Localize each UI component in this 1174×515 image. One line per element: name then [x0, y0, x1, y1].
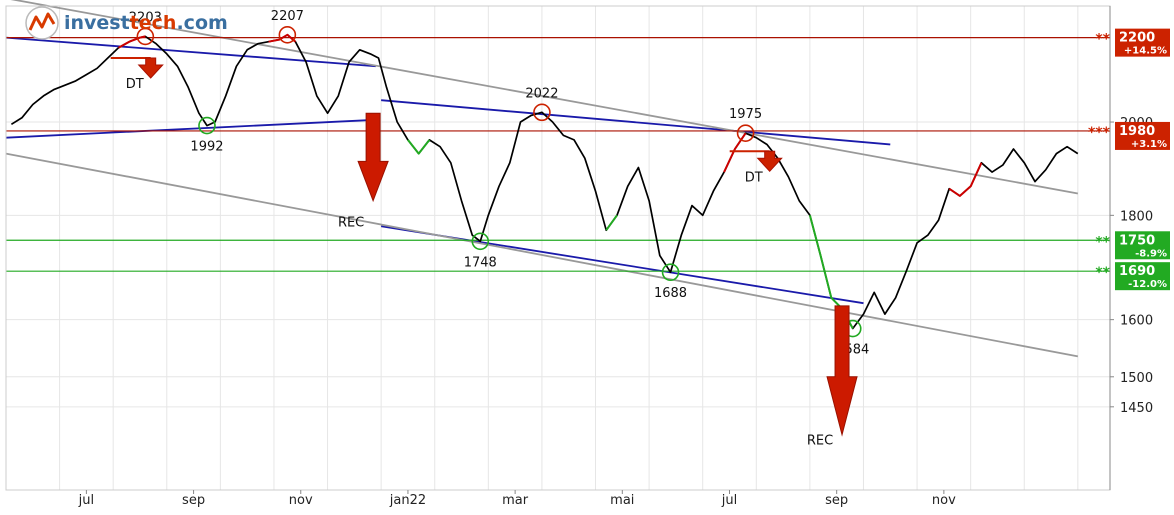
extreme-label-1748: 1748	[464, 255, 497, 270]
extreme-marker-1748	[471, 232, 490, 251]
price-line	[10, 33, 1079, 330]
dt-arrow-2	[756, 150, 783, 173]
trend-line-3	[381, 99, 891, 146]
extreme-marker-2207	[278, 26, 297, 44]
extreme-label-2203: 2203	[129, 10, 162, 25]
badge-value-1980: 1980	[1119, 124, 1155, 139]
dt-arrow-1	[137, 57, 164, 79]
plot-frame	[5, 5, 1111, 491]
badge-box-1750	[1115, 231, 1170, 260]
y-tick-label-1500: 1500	[1120, 371, 1153, 386]
badge-value-2200: 2200	[1119, 31, 1155, 46]
extreme-label-2207: 2207	[271, 9, 304, 24]
logo-icon	[25, 6, 59, 40]
badge-value-1750: 1750	[1119, 233, 1155, 248]
trend-line-1	[5, 36, 376, 68]
badge-change-1750: -8.9%	[1135, 248, 1167, 259]
extreme-label-2022: 2022	[525, 86, 558, 101]
badge-change-1980: +3.1%	[1131, 139, 1167, 150]
badge-stars-1690: **	[1095, 265, 1110, 281]
x-tick-label-sep: sep	[825, 493, 848, 508]
extreme-label-1975: 1975	[729, 107, 762, 122]
investtech-logo: investtech.com	[25, 6, 228, 40]
y-tick-label-1600: 1600	[1120, 314, 1153, 329]
x-tick-label-mai: mai	[610, 493, 634, 508]
trend-line-5	[10, 0, 1079, 195]
rec-arrow-4	[826, 305, 858, 437]
signal-segment-4	[605, 214, 618, 231]
badge-box-1690	[1115, 262, 1170, 291]
badge-change-2200: +14.5%	[1124, 46, 1167, 57]
horizontal-levels	[6, 37, 1110, 272]
extreme-label-1688: 1688	[654, 286, 687, 301]
badge-box-2200	[1115, 28, 1170, 57]
x-tick-label-jan22: jan22	[389, 493, 426, 508]
extreme-marker-2203	[136, 27, 155, 46]
rec-arrow-3	[357, 112, 389, 203]
price-series	[10, 33, 1079, 330]
rec-label-4: REC	[807, 434, 833, 449]
rec-label-3: REC	[338, 216, 364, 231]
badge-value-1690: 1690	[1119, 264, 1155, 279]
extreme-marker-2022	[533, 103, 551, 122]
badge-stars-2200: **	[1095, 32, 1110, 48]
signal-arrows: DT DT REC REC	[110, 56, 858, 449]
svg-text:investtech.com: investtech.com	[64, 12, 228, 34]
badge-stars-1980: ***	[1088, 125, 1111, 141]
trend-line-2	[5, 118, 376, 139]
dt-label-1: DT	[126, 77, 144, 92]
signal-segment-5	[723, 132, 747, 173]
badge-change-1690: -12.0%	[1128, 279, 1167, 290]
logo-text-invest: invest	[64, 12, 130, 34]
signal-segment-7	[948, 162, 983, 197]
trend-line-6	[5, 152, 1079, 358]
logo-text-tech: tech	[130, 12, 177, 34]
signal-segment-3	[407, 139, 431, 155]
extreme-marker-1688	[661, 263, 680, 282]
x-tick-label-nov: nov	[289, 493, 313, 508]
x-tick-label-jul: jul	[721, 493, 737, 508]
y-tick-label-1450: 1450	[1120, 401, 1153, 416]
x-tick-label-jul: jul	[78, 493, 94, 508]
y-tick-label-1800: 1800	[1120, 209, 1153, 224]
axes: jul sep nov jan22 mar mai jul sep nov 1450 1500 160…	[5, 5, 1153, 508]
dt-label-2: DT	[745, 170, 763, 185]
x-tick-label-mar: mar	[502, 493, 529, 508]
logo-text-com: .com	[176, 12, 227, 34]
badge-box-1980	[1115, 121, 1170, 150]
extreme-label-1992: 1992	[190, 140, 223, 155]
grid	[5, 6, 1110, 490]
signal-segment-1	[118, 35, 146, 49]
extreme-marker-1992	[198, 116, 216, 135]
level-badges: ** 2200+14.5% *** 1980+3.1% ** 1750-8.9% ** 169…	[1088, 28, 1170, 291]
badge-stars-1750: **	[1095, 234, 1110, 250]
trend-lines	[5, 0, 1079, 358]
x-tick-label-nov: nov	[932, 493, 956, 508]
signal-segment-2	[268, 33, 297, 43]
extreme-marker-1975	[736, 124, 755, 142]
x-tick-label-sep: sep	[182, 493, 205, 508]
